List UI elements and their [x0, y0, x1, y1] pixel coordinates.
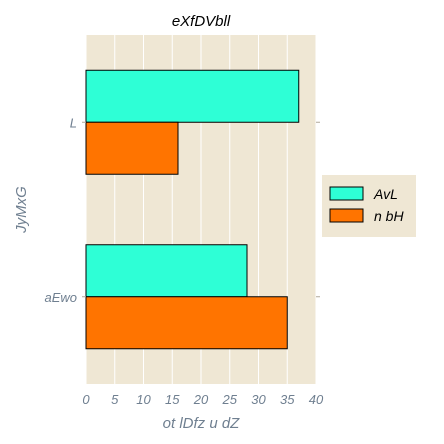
legend-swatch-1 [329, 208, 364, 223]
y-tick-label-0: L [70, 115, 77, 130]
x-tick-label-0: 0 [82, 392, 90, 407]
x-tick-label-5: 25 [222, 392, 238, 407]
x-tick-label-6: 30 [251, 392, 266, 407]
x-tick-label-7: 35 [280, 392, 295, 407]
legend-box [322, 175, 416, 237]
bar-1-0 [85, 244, 248, 298]
chart-title: eXfDVbll [172, 13, 231, 30]
x-tick-label-1: 5 [111, 392, 119, 407]
y-tick-label-1: aEwo [44, 290, 77, 305]
legend-swatch-0 [329, 186, 364, 201]
x-axis-ticks: 0 5 10 15 20 25 30 35 40 [82, 392, 324, 407]
bar-0-0 [85, 69, 300, 123]
bar-0-1 [85, 121, 179, 175]
y-axis-label: JyMxG [13, 186, 30, 234]
legend-label-0: AvL [373, 186, 398, 202]
x-tick-label-3: 15 [165, 392, 180, 407]
x-tick-label-8: 40 [309, 392, 324, 407]
legend: AvL n bH [322, 175, 416, 237]
legend-label-1: n bH [374, 208, 404, 224]
x-tick-label-2: 10 [136, 392, 151, 407]
bar-1-1 [85, 296, 288, 350]
x-axis-label: ot lDfz u dZ [163, 415, 241, 432]
x-tick-label-4: 20 [193, 392, 209, 407]
bars [85, 69, 300, 350]
